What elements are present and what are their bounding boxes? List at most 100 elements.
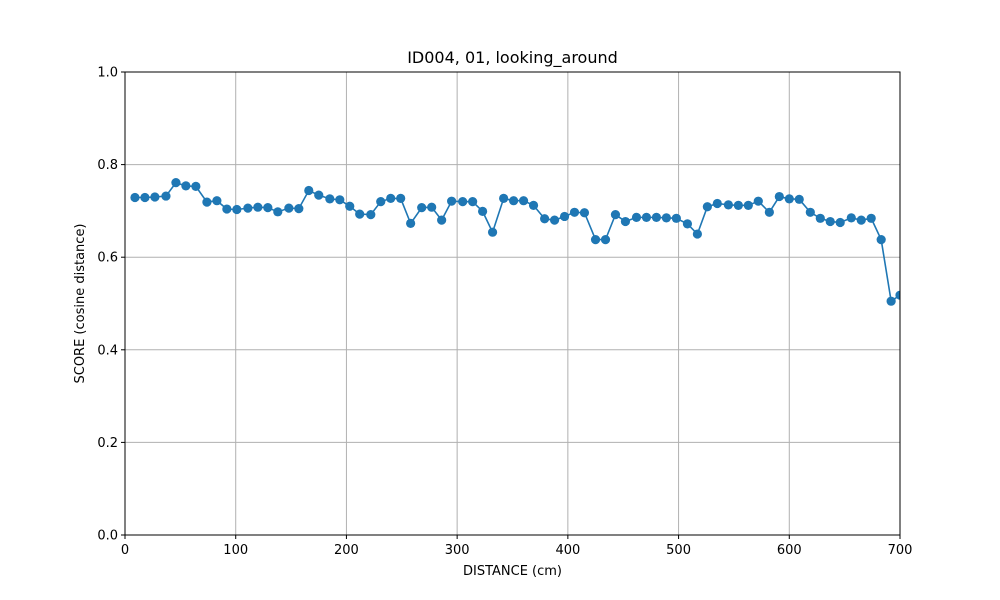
data-point [794, 194, 804, 204]
x-tick-label: 0 [121, 543, 129, 558]
data-point [376, 197, 386, 207]
data-point [682, 219, 693, 229]
data-point [499, 193, 509, 203]
data-point [846, 213, 856, 223]
x-axis-label: DISTANCE (cm) [463, 564, 562, 579]
data-point [712, 198, 722, 209]
x-tick-label: 700 [888, 543, 913, 558]
data-point [253, 202, 263, 212]
series-layer [130, 178, 900, 306]
data-point [671, 213, 681, 223]
data-point [579, 208, 590, 218]
chart-title: ID004, 01, looking_around [407, 48, 618, 68]
data-point [540, 214, 550, 224]
data-point [345, 201, 355, 211]
data-point [518, 196, 529, 206]
data-point [610, 210, 621, 220]
axis-ticks: 0 100 200 300 400 500 600 700 0.0 0.2 0.4 0.6 0.8 1.0 [97, 66, 912, 559]
data-point [651, 212, 662, 222]
data-point [753, 196, 763, 206]
data-point [263, 203, 273, 213]
data-point [661, 213, 671, 223]
data-point [294, 203, 304, 214]
y-tick-label: 1.0 [97, 66, 118, 81]
data-point [733, 200, 743, 210]
data-point [600, 235, 611, 245]
data-point [304, 185, 314, 196]
data-point [181, 181, 191, 191]
x-tick-label: 200 [334, 543, 359, 558]
data-point [876, 235, 886, 245]
data-point [284, 203, 294, 213]
data-point [825, 216, 835, 227]
data-point [314, 190, 324, 200]
data-point [202, 197, 212, 207]
data-point [232, 204, 242, 215]
y-tick-label: 0.0 [97, 529, 118, 544]
data-point [396, 193, 406, 203]
data-point [692, 229, 702, 239]
data-point [641, 212, 652, 222]
data-point [130, 192, 140, 203]
data-point [702, 202, 712, 212]
data-point [150, 192, 160, 202]
x-tick-label: 300 [445, 543, 470, 558]
y-tick-label: 0.2 [97, 436, 118, 451]
data-point [590, 235, 601, 245]
data-point [386, 193, 396, 203]
data-point [743, 200, 753, 210]
y-axis-label: SCORE (cosine distance) [73, 223, 88, 383]
data-point [366, 210, 376, 220]
data-point [191, 181, 201, 191]
data-point [835, 217, 845, 228]
plot-frame [124, 71, 901, 536]
data-point [478, 206, 488, 216]
data-point [437, 215, 447, 225]
data-point [559, 211, 570, 222]
data-point [569, 207, 580, 217]
data-point [784, 194, 794, 204]
data-point [355, 209, 365, 219]
data-point [243, 203, 253, 213]
data-point [723, 200, 733, 210]
data-point [417, 203, 427, 213]
data-point [549, 215, 560, 225]
data-point [764, 207, 774, 217]
y-tick-label: 0.8 [97, 158, 118, 173]
x-tick-label: 600 [777, 543, 802, 558]
data-point [458, 197, 468, 207]
data-point [866, 213, 876, 223]
x-tick-label: 500 [666, 543, 691, 558]
data-point [815, 213, 825, 223]
x-tick-label: 400 [555, 543, 580, 558]
data-point [856, 215, 866, 225]
y-tick-label: 0.6 [97, 251, 118, 266]
data-point [631, 212, 642, 222]
data-point [171, 178, 181, 188]
data-point [886, 296, 896, 306]
data-point [427, 202, 437, 212]
data-point [895, 290, 900, 300]
data-point [509, 196, 519, 206]
data-point [487, 227, 498, 237]
data-point [335, 195, 345, 205]
x-tick-label: 100 [223, 543, 248, 558]
data-point [528, 200, 539, 210]
series-line [134, 181, 900, 303]
data-point [805, 207, 815, 217]
data-point [273, 207, 283, 217]
data-point [406, 218, 416, 228]
data-point [774, 191, 784, 202]
data-point [212, 196, 222, 206]
data-point [325, 194, 335, 204]
y-tick-label: 0.4 [97, 343, 118, 358]
data-point [620, 216, 631, 227]
data-point [468, 197, 478, 207]
data-point [222, 204, 232, 214]
series-group [130, 178, 900, 306]
data-point [161, 191, 171, 201]
data-point [140, 192, 150, 203]
data-point [447, 196, 457, 206]
